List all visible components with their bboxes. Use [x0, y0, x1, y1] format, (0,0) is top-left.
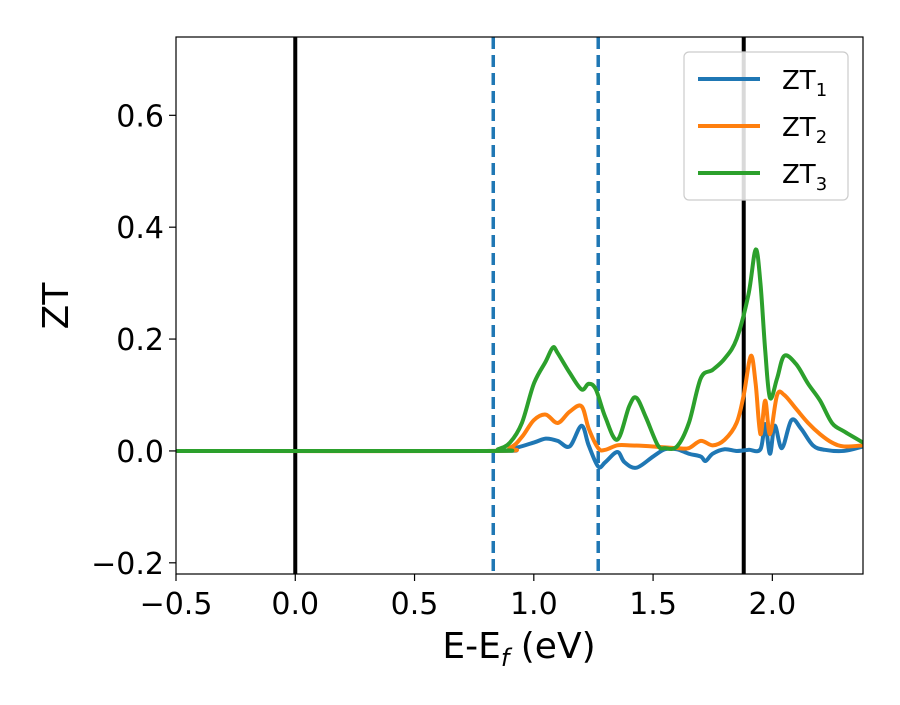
legend-label-zt3: ZT3	[782, 160, 827, 195]
legend-box	[683, 51, 849, 201]
x-axis-title-unit-spacer	[509, 626, 520, 667]
y-tick-label: 0.2	[116, 323, 164, 358]
x-axis-title-main: E-E	[442, 626, 500, 667]
series-line-zt2	[176, 353, 863, 454]
x-tick-label: 1.0	[510, 587, 558, 622]
x-tick-label: 1.5	[629, 587, 677, 622]
vertical-reference-lines	[293, 37, 746, 574]
x-axis-title-unit: (eV)	[521, 626, 596, 667]
x-tick-label: 0.0	[271, 587, 319, 622]
series-lines	[176, 247, 863, 470]
legend: ZT1 ZT2 ZT3	[683, 51, 849, 201]
x-tick-label: 2.0	[748, 587, 796, 622]
x-tick-label: −0.5	[140, 587, 213, 622]
y-tick-label: 0.4	[116, 211, 164, 246]
x-tick-label: 0.5	[391, 587, 439, 622]
legend-label-zt1: ZT1	[782, 66, 827, 101]
plot-area-frame	[175, 36, 864, 575]
series-line-zt3	[176, 247, 863, 454]
legend-label-zt2: ZT2	[782, 113, 827, 148]
y-tick-label: −0.2	[91, 547, 164, 582]
y-axis-ticks: −0.2 0.0 0.2 0.4 0.6	[91, 99, 176, 582]
y-tick-label: 0.6	[116, 99, 164, 134]
x-axis-ticks: −0.5 0.0 0.5 1.0 1.5 2.0	[140, 574, 796, 622]
y-axis-title: ZT	[36, 282, 77, 330]
x-axis-title: E-Ef (eV)	[442, 626, 595, 672]
y-tick-label: 0.0	[116, 435, 164, 470]
